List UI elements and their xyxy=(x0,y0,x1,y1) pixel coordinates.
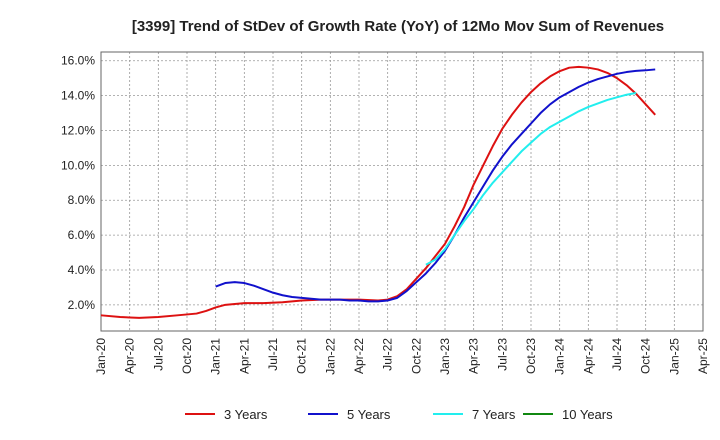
x-tick-label: Jul-20 xyxy=(151,338,165,371)
x-tick-label: Jul-21 xyxy=(266,338,280,371)
x-tick-label: Apr-21 xyxy=(237,338,251,374)
x-tick-label: Oct-22 xyxy=(409,338,423,374)
x-tick-label: Apr-25 xyxy=(696,338,710,374)
x-tick-label: Jul-24 xyxy=(610,338,624,371)
x-tick-label: Jan-20 xyxy=(94,338,108,375)
x-tick-label: Apr-22 xyxy=(352,338,366,374)
y-tick-label: 16.0% xyxy=(61,54,95,68)
legend-label: 10 Years xyxy=(562,407,613,422)
legend-label: 7 Years xyxy=(472,407,516,422)
y-tick-label: 10.0% xyxy=(61,158,95,172)
plot-area xyxy=(100,51,704,332)
y-tick-label: 8.0% xyxy=(68,193,96,207)
y-axis: 2.0% 4.0% 6.0% 8.0% 10.0% 12.0% 14.0% 16.0% xyxy=(61,54,95,312)
series-line-5-years xyxy=(215,68,656,303)
x-axis: Jan-20 Apr-20 Jul-20 Oct-20 Jan-21 Apr-21 Jul-… xyxy=(94,338,710,375)
x-tick-label: Apr-24 xyxy=(581,338,595,374)
x-tick-label: Jan-23 xyxy=(438,338,452,375)
legend: 3 Years 5 Years 7 Years 10 Years xyxy=(185,407,613,422)
y-tick-label: 12.0% xyxy=(61,123,95,137)
y-tick-label: 2.0% xyxy=(68,298,96,312)
x-tick-label: Jan-24 xyxy=(553,338,567,375)
x-tick-label: Oct-23 xyxy=(524,338,538,374)
y-tick-label: 6.0% xyxy=(68,228,96,242)
x-tick-label: Jul-22 xyxy=(381,338,395,371)
chart-title: [3399] Trend of StDev of Growth Rate (Yo… xyxy=(132,18,664,35)
legend-label: 5 Years xyxy=(347,407,391,422)
x-tick-label: Jan-22 xyxy=(323,338,337,375)
x-tick-label: Oct-24 xyxy=(639,338,653,374)
y-tick-label: 14.0% xyxy=(61,89,95,103)
y-tick-label: 4.0% xyxy=(68,263,96,277)
x-tick-label: Apr-20 xyxy=(123,338,137,374)
x-tick-label: Apr-23 xyxy=(467,338,481,374)
series-line-7-years xyxy=(425,91,637,266)
series-line-3-years xyxy=(100,65,656,319)
series-lines xyxy=(100,65,656,319)
x-tick-label: Oct-20 xyxy=(180,338,194,374)
x-tick-label: Jan-21 xyxy=(209,338,223,375)
x-tick-label: Jul-23 xyxy=(495,338,509,371)
grid xyxy=(101,52,703,331)
legend-label: 3 Years xyxy=(224,407,268,422)
x-tick-label: Jan-25 xyxy=(667,338,681,375)
x-tick-label: Oct-21 xyxy=(295,338,309,374)
